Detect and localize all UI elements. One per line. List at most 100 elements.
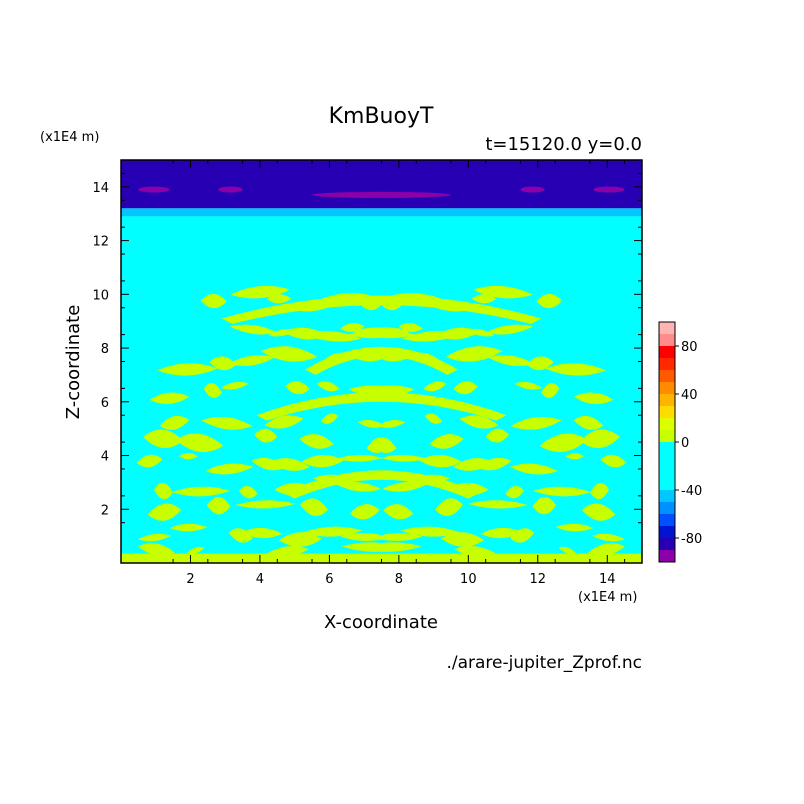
positive-streak [446,346,503,362]
colorbar-label: 0 [681,436,689,451]
field-band-0 [121,160,642,182]
plot-area [121,160,642,563]
positive-streak [348,327,410,339]
colorbar-swatch [659,370,675,382]
positive-streak [600,454,627,468]
positive-streak [591,533,625,542]
positive-streak [510,528,535,543]
x-tick-label: 6 [325,572,333,587]
y-tick-label: 12 [92,235,109,250]
positive-streak [541,382,560,398]
positive-streak [423,381,447,392]
colorbar-swatch [659,322,675,334]
positive-streak [545,363,606,376]
positive-streak [320,413,339,424]
y-axis-ticks: 2 4 6 8 10 12 14 [92,172,642,524]
colorbar-label: 80 [681,340,698,355]
positive-streak [175,433,224,453]
positive-streak [187,546,205,554]
positive-streak [485,324,534,335]
positive-streak [229,324,278,335]
positive-streak [336,481,382,492]
positive-streak [383,504,414,520]
positive-streak [429,434,464,449]
x-tick-label: 10 [460,572,477,587]
positive-streak [536,293,563,309]
colorbar-label: 40 [681,388,698,403]
colorbar-swatch [659,478,675,490]
positive-streak [209,356,237,371]
positive-streak [299,434,334,449]
positive-streak [590,482,610,500]
positive-region-6 [136,453,627,475]
x-tick-label: 14 [599,572,616,587]
positive-region-5 [143,428,620,454]
positive-streak [398,322,423,333]
positive-streak [159,415,190,430]
min-streak-0 [138,186,170,193]
positive-streak [573,415,604,430]
field-bands [121,160,642,563]
positive-streak [241,527,283,539]
positive-streak [340,533,390,542]
y-tick-label: 2 [101,503,109,518]
positive-streak [301,526,363,537]
colorbar-swatch [659,454,675,466]
positive-streak [278,532,322,547]
positive-streak [488,355,535,367]
positive-streak [532,496,557,515]
positive-streak [505,486,525,499]
positive-streak [179,453,198,460]
colorbar-swatch [659,346,675,358]
positive-streak [136,454,163,468]
positive-streak [228,355,275,367]
positive-streak [157,363,218,376]
colorbar-swatch [659,550,675,562]
positive-region-9 [138,523,625,547]
colorbar: 80 40 0 -40 -80 [658,321,702,563]
positive-streak [201,416,253,430]
colorbar-swatch [659,526,675,538]
colorbar-swatch [659,394,675,406]
colorbar-swatch [659,418,675,430]
positive-streak [316,381,340,392]
colorbar-swatch [659,406,675,418]
source-file-label: ./arare-jupiter_Zprof.nc [446,653,642,673]
colorbar-swatch [659,442,675,454]
x-axis-label: X-coordinate [324,612,438,633]
positive-streak [205,463,254,475]
colorbar-label: -80 [681,532,702,547]
positive-bottom-layer [121,553,642,563]
positive-streak [472,285,533,299]
positive-streak [509,463,558,475]
positive-streak [419,454,462,468]
positive-streak [533,486,592,497]
x-tick-label: 12 [530,572,547,587]
positive-streak [349,504,380,520]
positive-streak [138,533,172,542]
y-tick-label: 8 [101,342,109,357]
positive-streak [510,416,562,430]
x-tick-label: 2 [186,572,194,587]
x-axis-ticks: 2 4 6 8 10 12 14 [172,160,626,587]
positive-streak [235,500,296,509]
positive-streak [514,381,543,390]
field-band-3 [121,216,642,225]
positive-streak [268,328,297,337]
positive-streak [581,503,616,521]
positive-streak [200,293,227,309]
colorbar-swatch [659,358,675,370]
positive-streak [459,415,499,429]
positive-streak [301,454,344,468]
field-features [121,186,642,563]
positive-streak [266,294,292,304]
positive-region-4 [159,413,604,430]
positive-streak [380,454,427,462]
positive-streak [467,500,528,509]
positive-streak [453,381,478,395]
positive-streak [341,542,404,552]
positive-arch-2 [256,392,507,421]
positive-region-1 [229,322,534,342]
y-axis-label: Z-coordinate [63,305,84,420]
positive-streak [485,428,509,443]
